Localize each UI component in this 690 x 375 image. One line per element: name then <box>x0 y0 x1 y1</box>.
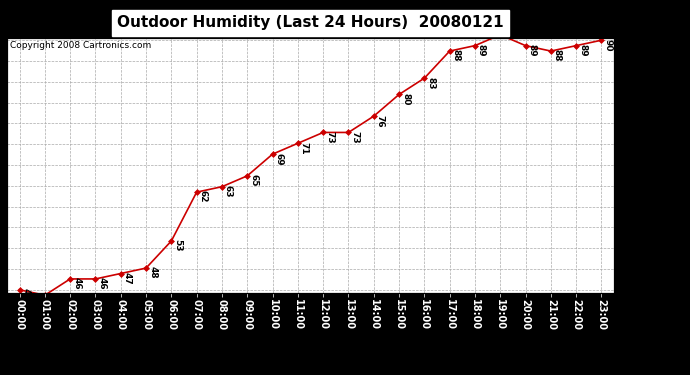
Text: 47: 47 <box>123 272 132 285</box>
Text: 71: 71 <box>300 142 309 154</box>
Text: 91: 91 <box>0 374 1 375</box>
Text: 53: 53 <box>173 239 182 252</box>
Text: 89: 89 <box>528 44 537 57</box>
Text: Copyright 2008 Cartronics.com: Copyright 2008 Cartronics.com <box>10 41 151 50</box>
Text: 73: 73 <box>325 131 334 144</box>
Text: 89: 89 <box>477 44 486 57</box>
Text: 44: 44 <box>21 288 30 301</box>
Text: 83: 83 <box>426 76 435 89</box>
Text: 76: 76 <box>376 114 385 127</box>
Text: 73: 73 <box>351 131 359 144</box>
Text: 65: 65 <box>249 174 258 187</box>
Text: 63: 63 <box>224 185 233 198</box>
Text: 89: 89 <box>578 44 587 57</box>
Text: 62: 62 <box>199 190 208 203</box>
Text: 46: 46 <box>72 277 81 290</box>
Text: 46: 46 <box>97 277 106 290</box>
Text: 69: 69 <box>275 153 284 165</box>
Text: 90: 90 <box>604 39 613 51</box>
Text: 88: 88 <box>452 50 461 62</box>
Text: 48: 48 <box>148 267 157 279</box>
Text: 88: 88 <box>553 50 562 62</box>
Text: Outdoor Humidity (Last 24 Hours)  20080121: Outdoor Humidity (Last 24 Hours) 2008012… <box>117 15 504 30</box>
Text: 80: 80 <box>401 93 410 105</box>
Text: 43: 43 <box>0 374 1 375</box>
